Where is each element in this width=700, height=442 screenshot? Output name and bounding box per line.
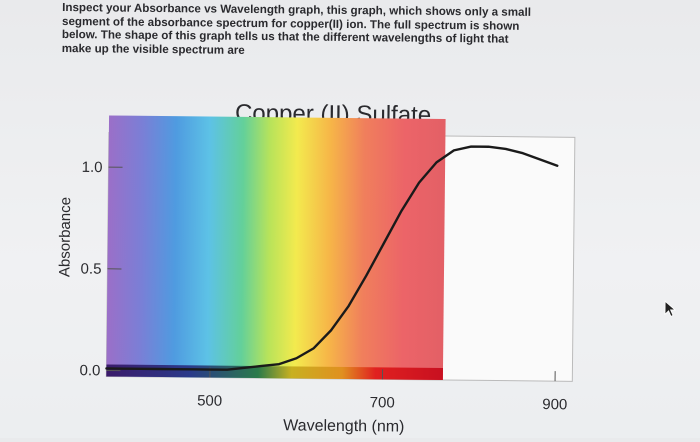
x-tick-label: 700 [370, 394, 395, 411]
y-tick-label: 0.0 [79, 362, 100, 379]
x-tick-label: 500 [197, 392, 222, 409]
visible-spectrum-band [106, 115, 445, 380]
y-tick-label: 0.5 [81, 261, 102, 278]
y-tick-label: 1.0 [82, 159, 103, 176]
mouse-pointer-icon [663, 299, 677, 317]
x-tick-label: 900 [542, 396, 567, 413]
x-axis-label: Wavelength (nm) [283, 417, 404, 435]
y-axis-label: Absorbance [56, 197, 74, 277]
